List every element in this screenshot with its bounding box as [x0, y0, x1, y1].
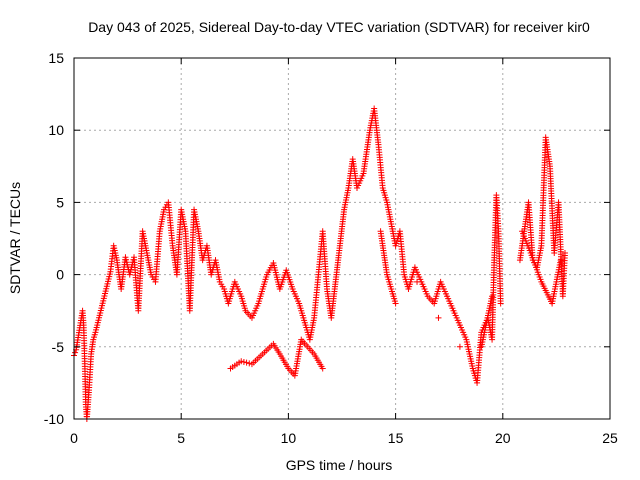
y-tick-label: 0 — [56, 267, 64, 283]
data-point — [319, 365, 326, 372]
data-point — [489, 293, 496, 300]
data-point — [72, 349, 79, 356]
x-tick-label: 25 — [602, 430, 618, 446]
data-point — [561, 249, 568, 256]
axis-ticks — [73, 57, 611, 420]
x-tick-label: 10 — [281, 430, 297, 446]
y-tick-label: -5 — [52, 339, 65, 355]
y-tick-label: 15 — [48, 50, 64, 66]
data-point — [240, 358, 247, 365]
chart-title: Day 043 of 2025, Sidereal Day-to-day VTE… — [88, 19, 590, 35]
y-tick-labels: -10 -5 0 5 10 15 — [44, 50, 64, 427]
y-tick-label: -10 — [44, 411, 64, 427]
x-tick-labels: 0 5 10 15 20 25 — [70, 430, 618, 446]
x-axis-label: GPS time / hours — [286, 457, 393, 473]
x-tick-label: 15 — [388, 430, 404, 446]
data-point — [557, 257, 564, 264]
data-point — [435, 314, 442, 321]
data-point — [414, 278, 421, 285]
data-point — [246, 360, 253, 367]
x-tick-label: 5 — [177, 430, 185, 446]
data-point — [456, 343, 463, 350]
x-tick-label: 0 — [70, 430, 78, 446]
plot-frame — [73, 57, 611, 420]
data-point — [238, 358, 245, 365]
data-point — [392, 300, 399, 307]
data-point — [497, 300, 504, 307]
data-points — [71, 105, 568, 422]
y-axis-label: SDTVAR / TECUs — [7, 182, 23, 294]
y-tick-label: 5 — [56, 194, 64, 210]
y-tick-label: 10 — [48, 122, 64, 138]
x-tick-label: 20 — [495, 430, 511, 446]
data-point — [243, 359, 250, 366]
